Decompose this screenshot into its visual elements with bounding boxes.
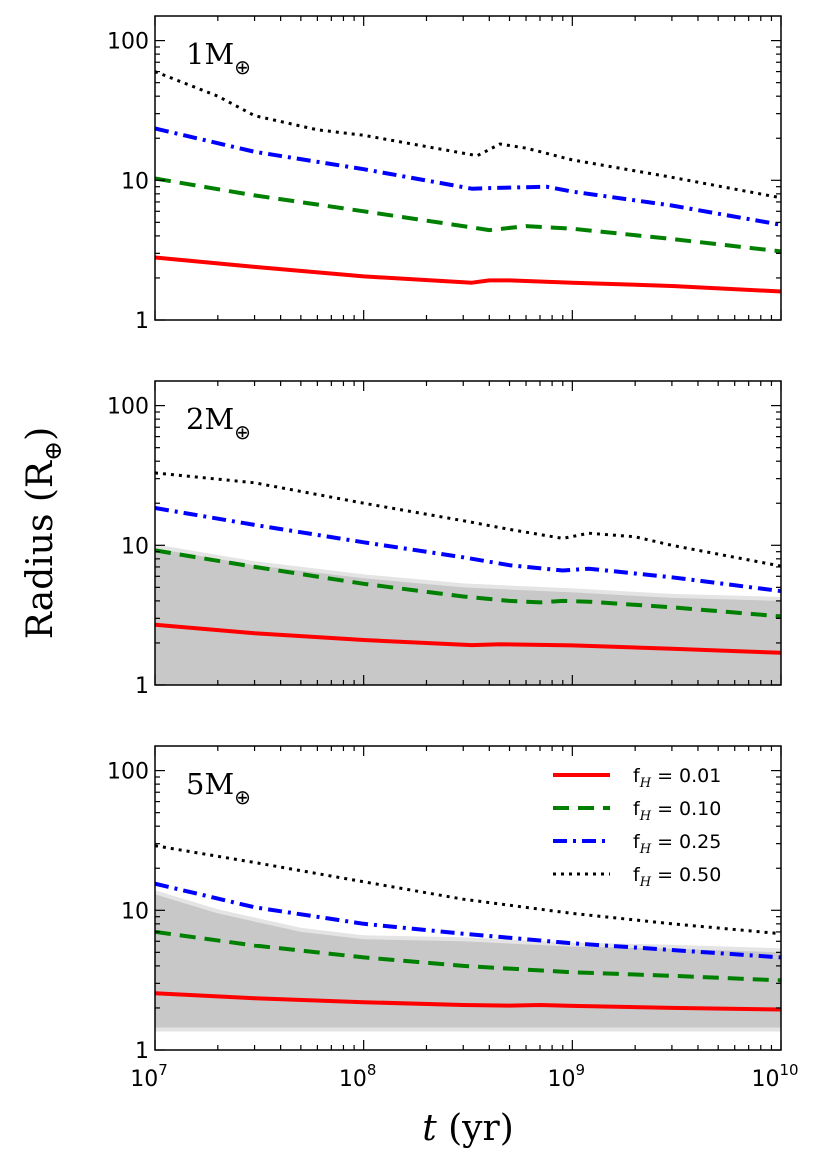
legend-label-0: fH = 0.01 <box>633 765 721 791</box>
panel-mass-value: 2M <box>186 402 234 436</box>
y-tick-label: 1 <box>135 674 149 699</box>
series-line-fh-0 <box>155 991 781 1012</box>
legend-prefix: f <box>633 798 641 820</box>
series-line-fh-2 <box>155 506 781 594</box>
x-tick-base: 10 <box>751 1067 779 1092</box>
legend-value: = 0.50 <box>651 864 721 886</box>
series-line-fh-1 <box>155 929 781 983</box>
y-tick-label: 1 <box>135 309 149 334</box>
panel-1: 1 10 100 1M⊕ <box>107 15 782 334</box>
y-tick-label: 10 <box>121 534 149 559</box>
legend-value: = 0.25 <box>651 831 721 853</box>
shaded-band <box>155 894 781 1028</box>
series-line-fh-0 <box>155 255 781 294</box>
y-axis-label-text: Radius (R <box>20 460 61 639</box>
legend-prefix: f <box>633 864 641 886</box>
legend-prefix: f <box>633 831 641 853</box>
panel-3: 1 10 100 5M⊕ <box>107 745 782 1064</box>
series-line-fh-3 <box>155 844 781 936</box>
x-tick-label: 107 <box>130 1061 168 1092</box>
x-tick-exponent: 8 <box>367 1061 377 1079</box>
plot-area <box>155 471 781 685</box>
plot-area <box>155 70 781 294</box>
earth-symbol: ⊕ <box>234 420 251 444</box>
shaded-band <box>155 548 781 685</box>
x-tick-exponent: 10 <box>779 1061 798 1079</box>
x-tick-base: 10 <box>130 1067 158 1092</box>
plot-area <box>155 844 781 1032</box>
legend-value: = 0.01 <box>651 765 721 787</box>
series-line-fh-2 <box>155 126 781 227</box>
panel-frame <box>154 380 782 686</box>
y-tick-label: 1 <box>135 1039 149 1064</box>
earth-symbol: ⊕ <box>234 785 251 809</box>
y-axis-title: Radius (R⊕) <box>20 427 67 639</box>
y-tick-label: 100 <box>107 395 149 420</box>
earth-symbol: ⊕ <box>234 55 251 79</box>
y-tick-label: 100 <box>107 760 149 785</box>
x-tick-label: 1010 <box>751 1061 798 1092</box>
y-tick-label: 10 <box>121 899 149 924</box>
x-tick-label: 109 <box>548 1061 586 1092</box>
legend-label-3: fH = 0.50 <box>633 864 721 890</box>
legend-subscript: H <box>639 875 652 890</box>
panel-mass-value: 5M <box>186 767 234 801</box>
series-line-fh-3 <box>155 471 781 568</box>
legend-label-1: fH = 0.10 <box>633 798 721 824</box>
x-axis-variable: t <box>422 1108 437 1149</box>
panel-mass-value: 1M <box>186 37 234 71</box>
series-line-fh-0 <box>155 622 781 655</box>
x-axis-title: t (yr) <box>422 1108 514 1149</box>
x-tick-base: 10 <box>548 1067 576 1092</box>
y-axis-earth-symbol: ⊕ <box>39 441 67 461</box>
panel-frame <box>154 15 782 321</box>
panel-2: 1 10 100 2M⊕ <box>107 380 782 699</box>
series-line-fh-2 <box>155 881 781 960</box>
legend-prefix: f <box>633 765 641 787</box>
x-tick-exponent: 7 <box>158 1061 168 1079</box>
series-line-fh-3 <box>155 70 781 200</box>
legend-subscript: H <box>639 776 652 791</box>
y-tick-label: 10 <box>121 169 149 194</box>
panel-mass-label: 1M⊕ <box>186 37 251 79</box>
legend-label-2: fH = 0.25 <box>633 831 721 857</box>
legend-subscript: H <box>639 809 652 824</box>
legend-subscript: H <box>639 842 652 857</box>
x-tick-exponent: 9 <box>576 1061 586 1079</box>
x-tick-base: 10 <box>339 1067 367 1092</box>
y-axis-label-close: ) <box>20 427 61 441</box>
panel-frame <box>154 745 782 1051</box>
legend-value: = 0.10 <box>651 798 721 820</box>
y-tick-label: 100 <box>107 30 149 55</box>
x-axis-unit: (yr) <box>437 1108 514 1149</box>
panel-mass-label: 2M⊕ <box>186 402 251 444</box>
panel-mass-label: 5M⊕ <box>186 767 251 809</box>
x-tick-label: 108 <box>339 1061 377 1092</box>
series-line-fh-1 <box>155 548 781 619</box>
series-line-fh-1 <box>155 176 781 254</box>
